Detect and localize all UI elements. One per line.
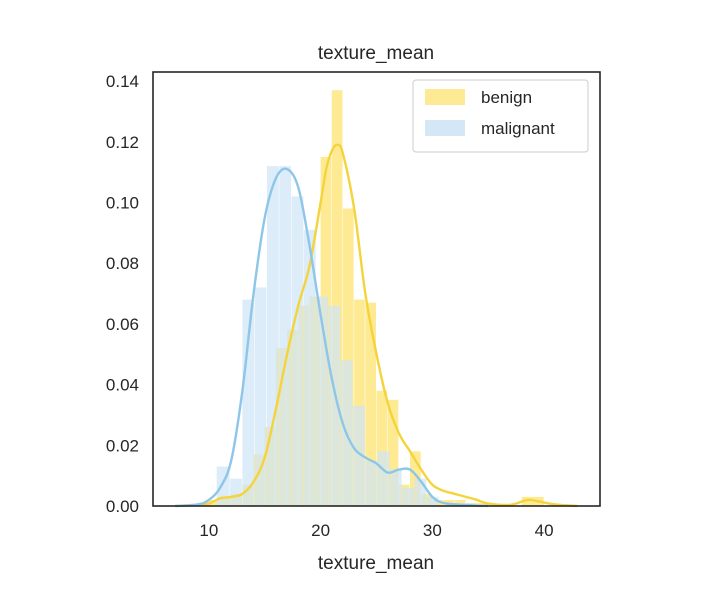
chart-title: texture_mean <box>318 43 434 64</box>
x-tick-label: 10 <box>199 521 218 540</box>
y-tick-label: 0.08 <box>106 254 139 273</box>
benign-bar-25 <box>521 496 544 506</box>
malignant-legend-label: malignant <box>481 119 555 138</box>
x-axis-ticks: 10 20 30 40 <box>199 521 553 540</box>
x-axis-label: texture_mean <box>318 553 434 574</box>
x-tick-label: 40 <box>535 521 554 540</box>
malignant-bar-9 <box>328 305 341 506</box>
benign-bar-14 <box>365 302 376 506</box>
malignant-kde-line <box>175 167 489 508</box>
benign-kde-line <box>175 143 578 508</box>
malignant-bar-12 <box>365 460 378 506</box>
y-tick-label: 0.04 <box>106 376 139 395</box>
x-tick-label: 20 <box>311 521 330 540</box>
y-tick-label: 0.00 <box>106 497 139 516</box>
malignant-bar-2 <box>242 299 255 506</box>
benign-bar-13 <box>354 299 365 506</box>
malignant-bar-11 <box>353 405 365 506</box>
histogram-bars <box>205 90 544 507</box>
malignant-bar-7 <box>303 229 316 506</box>
benign-legend-label: benign <box>481 88 532 107</box>
y-tick-label: 0.02 <box>106 436 139 455</box>
benign-bar-8 <box>298 305 309 506</box>
malignant-bar-13 <box>377 451 390 506</box>
y-tick-label: 0.06 <box>106 315 139 334</box>
benign-bar-12 <box>342 208 354 506</box>
malignant-bar-1 <box>230 478 242 506</box>
x-tick-label: 30 <box>423 521 442 540</box>
legend: benign malignant <box>412 79 589 153</box>
malignant-bar-15 <box>402 487 414 506</box>
malignant-bar-3 <box>254 287 267 506</box>
plot-frame <box>152 71 601 507</box>
benign-legend-swatch <box>425 89 465 105</box>
benign-bar-15 <box>376 390 388 506</box>
malignant-bar-8 <box>316 296 328 506</box>
benign-bar-24 <box>477 502 488 506</box>
malignant-legend-swatch <box>425 120 465 136</box>
malignant-bar-16 <box>414 478 427 506</box>
y-axis-ticks: 0.00 0.02 0.04 0.06 0.08 0.10 0.12 0.14 <box>106 72 139 516</box>
density-curves <box>175 143 578 508</box>
y-tick-label: 0.14 <box>106 72 139 91</box>
malignant-bar-5 <box>279 166 292 506</box>
malignant-bar-14 <box>389 469 402 506</box>
malignant-bar-6 <box>291 196 304 506</box>
benign-bar-19 <box>421 493 432 506</box>
malignant-bar-4 <box>266 166 279 506</box>
y-tick-label: 0.12 <box>106 133 139 152</box>
benign-bar-11 <box>331 90 343 507</box>
malignant-bar-17 <box>426 496 439 506</box>
y-tick-label: 0.10 <box>106 194 139 213</box>
benign-bar-16 <box>387 399 399 506</box>
